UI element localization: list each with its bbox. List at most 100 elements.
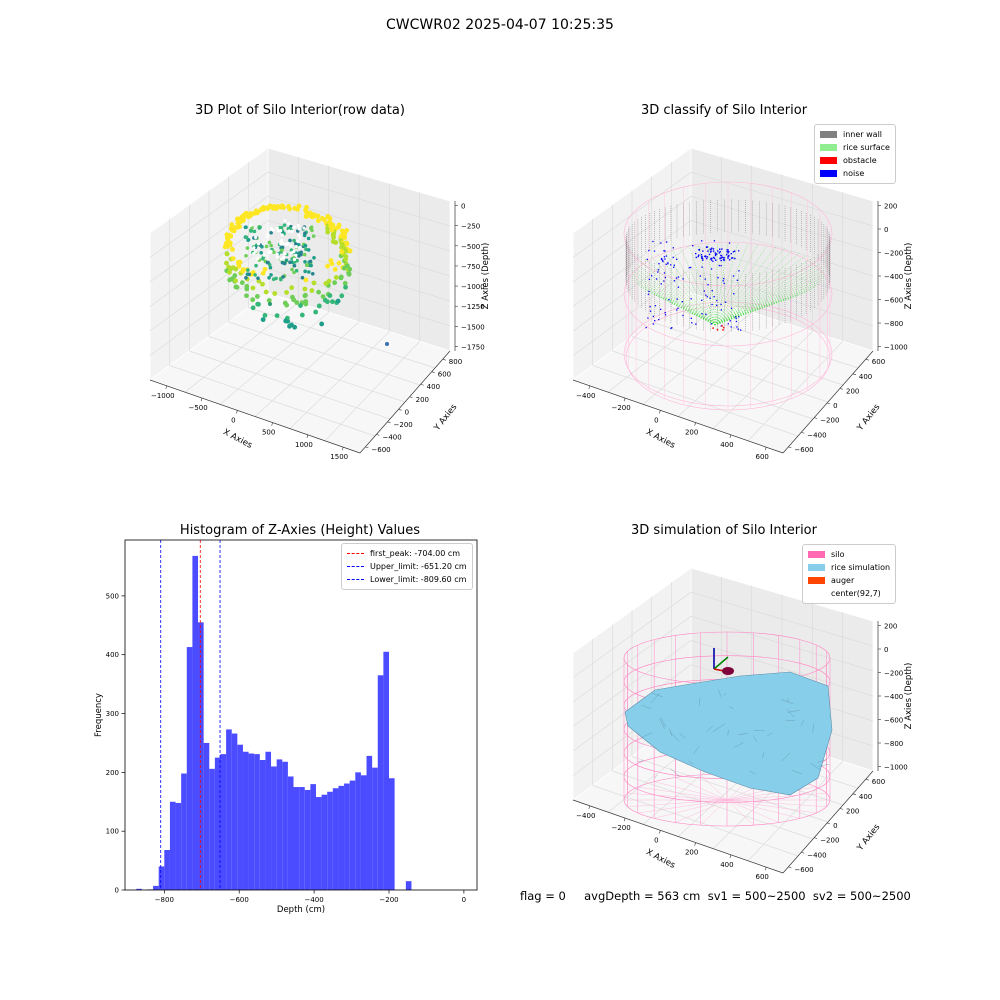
point <box>269 230 273 235</box>
point <box>256 301 261 307</box>
histogram-legend: first_peak: -704.00 cm Upper_limit: -651… <box>341 543 473 590</box>
noise-point <box>736 326 738 328</box>
point <box>228 266 234 272</box>
point <box>320 215 325 221</box>
mesh-line <box>817 764 830 767</box>
point <box>225 242 231 248</box>
legend-line <box>347 579 364 580</box>
y-tick <box>801 431 805 434</box>
legend-label: center(92,7) <box>831 589 881 598</box>
center-y-arrow <box>713 656 729 670</box>
silo-line <box>726 799 827 807</box>
histogram-bar <box>383 651 389 890</box>
legend-label: auger <box>831 576 855 585</box>
point <box>246 268 250 272</box>
legend-swatch <box>808 564 825 571</box>
point <box>280 248 284 252</box>
y-tick-label: 100 <box>106 828 119 836</box>
point <box>296 243 301 247</box>
point <box>292 270 296 275</box>
noise-point <box>648 278 651 281</box>
point <box>258 206 264 212</box>
figure-suptitle: CWCWR02 2025-04-07 10:25:35 <box>386 17 614 33</box>
x-tick <box>271 422 273 426</box>
mesh-line <box>660 717 666 727</box>
y-tick <box>788 866 792 869</box>
y-tick <box>420 383 424 386</box>
rice-surface-points <box>714 250 793 326</box>
histogram-bar <box>304 790 311 890</box>
point <box>336 260 342 266</box>
noise-point <box>727 249 729 251</box>
noise-point <box>712 250 715 252</box>
noise-point <box>702 259 704 261</box>
point <box>260 317 266 323</box>
histogram-bar <box>214 757 221 890</box>
noise-point <box>695 323 697 325</box>
noise-point <box>703 290 705 292</box>
z-tick-label: 0 <box>461 203 465 211</box>
point <box>286 241 290 246</box>
rice-surface-points <box>679 300 716 326</box>
point <box>302 226 306 230</box>
x-tick-label: 400 <box>720 861 733 869</box>
x-tick-label: −200 <box>611 404 630 412</box>
noise-point <box>662 260 664 263</box>
noise-point <box>720 325 722 327</box>
noise-point <box>724 301 727 303</box>
noise-point <box>665 263 667 266</box>
point <box>290 267 294 272</box>
legend-item-rice-simulation: rice simulation <box>808 561 890 574</box>
point <box>262 266 268 272</box>
point <box>278 225 282 230</box>
point <box>289 244 293 248</box>
noise-point <box>721 248 723 250</box>
histogram-bar <box>366 755 373 890</box>
x-tick <box>729 854 732 858</box>
point <box>298 245 302 250</box>
noise-point <box>658 262 660 265</box>
noise-point <box>719 257 721 260</box>
x-tick-label: −200 <box>379 896 398 904</box>
y-tick-label: 200 <box>846 387 859 395</box>
histogram-bar <box>276 759 283 890</box>
point <box>288 260 292 265</box>
histogram-bar <box>321 794 328 890</box>
noise-point <box>712 260 714 262</box>
y-tick <box>431 371 435 373</box>
mesh-line <box>753 736 758 743</box>
noise-point <box>660 242 662 244</box>
y-tick <box>788 446 792 449</box>
point <box>344 228 350 233</box>
silo-line <box>637 786 728 801</box>
noise-point <box>660 258 663 261</box>
legend-label: Upper_limit: -651.20 cm <box>370 562 467 571</box>
noise-point <box>677 307 679 309</box>
point <box>324 299 330 305</box>
point <box>253 250 258 254</box>
y-tick <box>365 446 369 449</box>
noise-point <box>676 298 678 300</box>
noise-point <box>682 278 684 280</box>
noise-point <box>698 248 700 251</box>
point <box>265 260 270 265</box>
silo-line <box>726 786 817 801</box>
noise-point <box>727 252 729 254</box>
noise-point <box>723 258 725 261</box>
x-axis-label: Depth (cm) <box>277 905 325 915</box>
y-tick <box>839 808 844 810</box>
x-tick-label: −500 <box>188 404 207 412</box>
point <box>260 281 265 287</box>
noise-point <box>722 280 724 282</box>
noise-point <box>675 277 678 279</box>
point <box>269 226 273 230</box>
silo-line <box>654 799 728 819</box>
auger-marker <box>722 667 734 675</box>
obstacle-point <box>721 325 723 327</box>
mesh-line <box>699 697 701 706</box>
noise-point <box>677 286 680 288</box>
x-tick-label: −400 <box>304 896 323 904</box>
y-tick-label: 0 <box>405 408 409 416</box>
rice-surface-points <box>714 273 825 326</box>
y-tick <box>852 373 856 376</box>
